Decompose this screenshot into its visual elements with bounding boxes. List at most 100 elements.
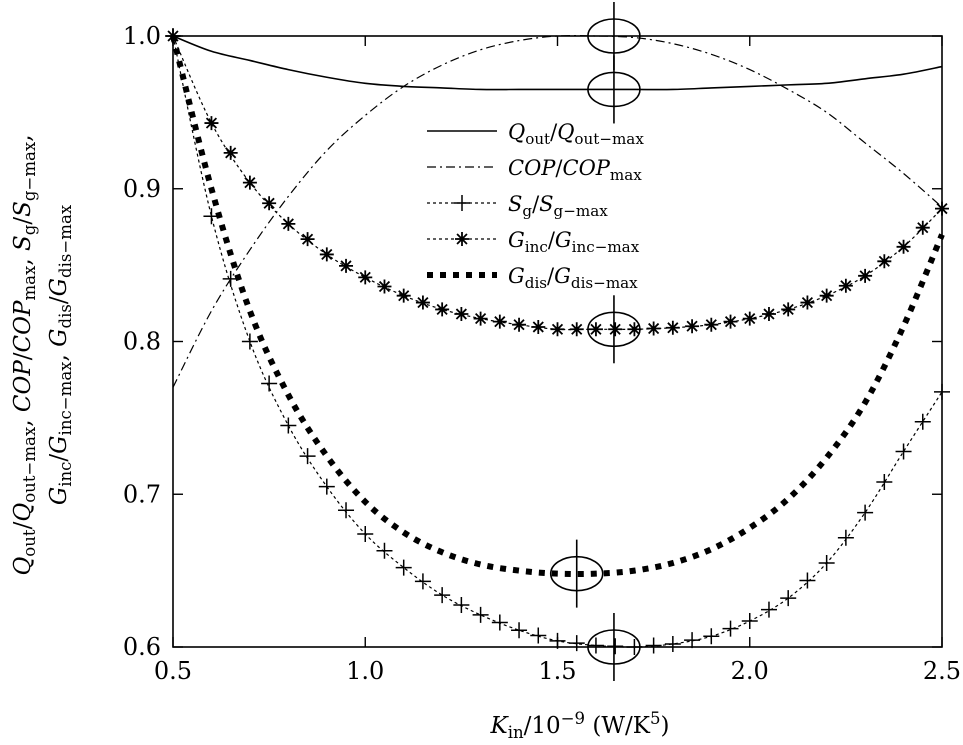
plus-marker <box>241 333 258 350</box>
plus-marker <box>876 474 893 491</box>
plus-marker <box>472 606 489 623</box>
star-marker <box>358 270 373 285</box>
label-segment: (W/K <box>585 713 651 739</box>
plus-marker <box>318 478 335 495</box>
label-segment: g−max <box>20 141 39 201</box>
label-segment: G <box>555 228 572 252</box>
label-segment: , <box>46 347 72 362</box>
label-segment: , <box>10 251 36 266</box>
label-segment: , <box>10 134 36 141</box>
label-segment: max <box>610 166 642 184</box>
legend-label: Gdis/Gdis−max <box>508 264 638 292</box>
annotations <box>549 2 641 681</box>
label-segment: Q <box>508 120 525 144</box>
star-marker <box>569 322 584 337</box>
legend-item-s-g-s-g-max: Sg/Sg−max <box>427 192 608 220</box>
plus-marker <box>895 443 912 460</box>
optimum-marker <box>587 613 641 681</box>
label-segment: / <box>548 228 556 252</box>
label-segment: K <box>490 713 510 739</box>
label-segment: inc <box>525 238 548 256</box>
plus-marker <box>338 502 355 519</box>
label-segment: g <box>20 224 39 235</box>
star-marker <box>646 321 661 336</box>
star-marker <box>588 322 603 337</box>
plus-marker <box>261 375 278 392</box>
series-g-inc-g-inc-max <box>166 29 949 337</box>
y-tick-label: 1.0 <box>123 22 161 50</box>
label-segment: max <box>20 265 39 301</box>
legend-item-q-out-q-out-max: Qout/Qout−max <box>427 120 644 148</box>
series-group <box>165 28 950 655</box>
label-segment: dis <box>525 274 547 292</box>
star-marker <box>800 295 815 310</box>
plus-marker <box>357 525 374 542</box>
plus-marker <box>684 632 701 649</box>
label-segment: dis−max <box>56 204 75 278</box>
y-axis-label-line1: Qout/Qout−max, COP/COPmax, Sg/Sg−max, <box>10 134 39 575</box>
label-segment: S <box>508 192 522 216</box>
x-tick-label: 0.5 <box>154 657 192 685</box>
star-marker <box>396 288 411 303</box>
star-marker <box>742 311 757 326</box>
label-segment: , <box>10 412 36 427</box>
legend: Qout/Qout−maxCOP/COPmaxSg/Sg−maxGinc/Gin… <box>427 120 644 292</box>
optimum-marker <box>587 295 641 364</box>
plus-marker <box>587 637 604 654</box>
label-segment: G <box>46 278 72 296</box>
label-segment: / <box>547 264 555 288</box>
plus-marker <box>741 613 758 630</box>
series-line-q-out-q-out-max <box>172 35 943 91</box>
label-segment: S <box>10 201 36 217</box>
legend-item-g-inc-g-inc-max: Ginc/Ginc−max <box>427 228 640 256</box>
label-segment: S <box>10 235 36 251</box>
label-segment: −9 <box>561 709 585 728</box>
plus-marker <box>837 529 854 546</box>
star-marker <box>319 247 334 262</box>
star-marker <box>761 307 776 322</box>
legend-item-cop-cop-max: COP/COPmax <box>427 156 642 184</box>
x-tick-label: 2.0 <box>731 657 769 685</box>
optimum-marker <box>549 539 604 608</box>
star-marker <box>339 258 354 273</box>
star-marker <box>492 314 507 329</box>
label-segment: /10 <box>524 713 561 739</box>
label-segment: out−max <box>574 130 644 148</box>
legend-item-g-dis-g-dis-max: Gdis/Gdis−max <box>427 264 638 292</box>
label-segment: COP <box>508 156 556 180</box>
star-marker <box>281 216 296 231</box>
star-marker <box>262 196 277 211</box>
plus-marker <box>395 559 412 576</box>
star-marker <box>665 320 680 335</box>
star-marker <box>435 302 450 317</box>
star-marker <box>473 311 488 326</box>
label-segment: inc−max <box>572 238 640 256</box>
plus-marker <box>664 635 681 652</box>
label-segment: g−max <box>554 202 609 220</box>
series-line-s-g-s-g-max <box>172 35 943 648</box>
label-segment: / <box>10 217 36 225</box>
star-marker <box>512 317 527 332</box>
star-marker <box>377 279 392 294</box>
label-segment: COP <box>10 300 36 352</box>
star-marker <box>242 175 257 190</box>
optimum-marker <box>587 55 641 124</box>
label-segment: dis <box>56 304 75 328</box>
star-marker <box>455 232 469 246</box>
plus-marker <box>857 504 874 521</box>
x-tick-label: 2.5 <box>923 657 961 685</box>
label-segment: G <box>46 435 72 453</box>
label-segment: G <box>508 264 525 288</box>
star-marker <box>935 201 949 216</box>
legend-label: COP/COPmax <box>508 156 642 184</box>
star-marker <box>915 220 930 235</box>
label-segment: 5 <box>650 709 661 728</box>
label-segment: G <box>46 328 72 346</box>
label-segment: out <box>525 130 550 148</box>
label-segment: Q <box>10 557 36 576</box>
legend-label: Qout/Qout−max <box>508 120 644 148</box>
star-marker <box>723 314 738 329</box>
star-marker <box>685 319 700 334</box>
label-segment: Q <box>10 503 36 522</box>
